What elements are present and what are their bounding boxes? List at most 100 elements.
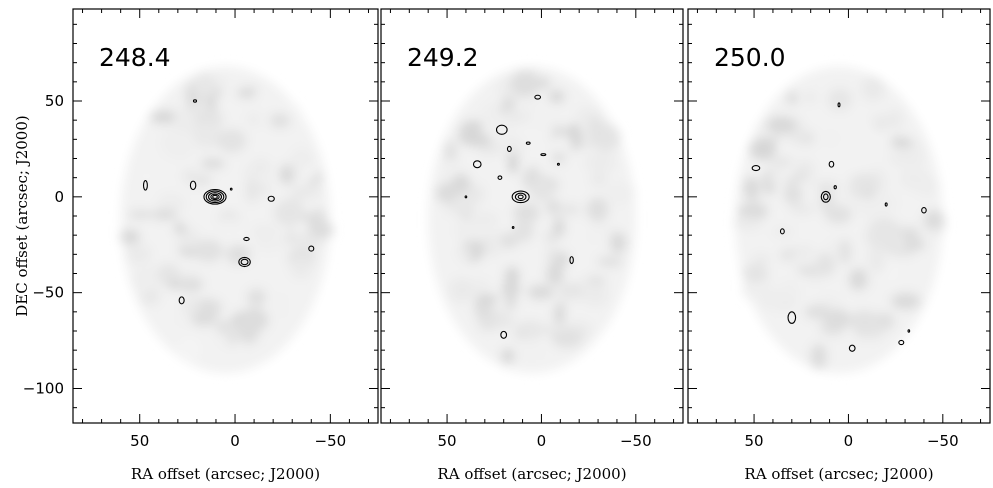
noise-blob — [173, 222, 187, 234]
contour-level — [210, 193, 220, 201]
noise-blob — [255, 179, 271, 199]
noise-blob — [536, 324, 558, 335]
contour-level — [517, 194, 524, 200]
noise-blob — [890, 137, 913, 149]
contour-level — [205, 190, 225, 204]
noise-blob — [810, 343, 828, 370]
x-tick-label: 50 — [438, 432, 457, 450]
noise-blob — [500, 109, 531, 123]
contour-level — [534, 94, 542, 100]
panel-label: 250.0 — [714, 43, 786, 72]
panel-label: 249.2 — [407, 43, 479, 72]
noise-blob — [743, 176, 760, 201]
noise-blob — [872, 114, 891, 133]
noise-blob — [290, 185, 319, 199]
noise-blob — [448, 277, 475, 303]
contour-level — [822, 193, 829, 201]
noise-blob — [768, 162, 783, 189]
contour-level — [540, 153, 547, 157]
x-tick-labels: 50 0 −50 — [130, 432, 346, 450]
noise-blob — [512, 202, 541, 223]
noise-blob — [128, 209, 156, 220]
contour-level — [779, 228, 785, 235]
noise-blob — [552, 217, 566, 238]
contour-level — [898, 339, 905, 346]
noise-blob — [290, 257, 312, 278]
noise-blob — [273, 199, 305, 227]
noise-blob — [252, 238, 285, 252]
tick-marks — [381, 9, 683, 423]
contour-group — [142, 99, 315, 305]
noise-blob — [900, 167, 929, 190]
noise-blob — [475, 294, 499, 305]
noise-blob — [791, 250, 819, 269]
noise-blob — [132, 266, 159, 293]
y-tick-label: 50 — [45, 92, 64, 110]
contour-level — [240, 258, 249, 266]
noise-blob — [308, 221, 334, 239]
contour-level — [828, 160, 835, 168]
contour-level — [497, 175, 503, 180]
noise-blob — [771, 226, 794, 237]
grayscale-map — [732, 66, 946, 374]
noise-blob — [860, 76, 885, 101]
noise-blob — [556, 203, 582, 216]
noise-blob — [783, 184, 803, 205]
noise-blob — [872, 312, 896, 331]
contour-level — [833, 185, 837, 190]
contour-level — [751, 165, 761, 172]
noise-blob — [167, 278, 181, 291]
contour-level — [192, 99, 198, 103]
contour-level — [212, 194, 218, 199]
contour-level — [556, 162, 560, 166]
noise-blob — [551, 150, 567, 165]
noise-blob — [513, 328, 526, 341]
noise-blob — [732, 216, 762, 230]
noise-blob — [192, 73, 217, 98]
noise-blob — [838, 238, 852, 265]
noise-blob — [590, 172, 607, 187]
noise-blob — [558, 283, 577, 297]
noise-blob — [584, 151, 616, 174]
noise-blob — [500, 348, 515, 364]
contour-level — [203, 188, 227, 205]
noise-blob — [504, 295, 517, 310]
contour-level — [207, 192, 223, 202]
contour-group — [751, 102, 927, 352]
contour-level — [514, 192, 527, 202]
x-tick-label: −50 — [927, 432, 959, 450]
noise-blob — [585, 274, 607, 287]
contour-group — [464, 94, 574, 339]
noise-blob — [182, 169, 200, 184]
noise-blob — [253, 85, 280, 113]
panel-248-4: 248.4 50 0 −50 RA offset (arcsec; J2000) 5… — [13, 8, 379, 483]
y-tick-label: −50 — [32, 284, 64, 302]
noise-blob — [190, 311, 218, 327]
noise-blob — [824, 133, 837, 144]
noise-blob — [246, 288, 267, 307]
contour-level — [820, 190, 831, 203]
tick-marks — [73, 9, 378, 423]
noise-blob — [804, 91, 817, 104]
noise-blob — [517, 342, 543, 362]
noise-blob — [176, 336, 202, 363]
noise-blob — [251, 224, 279, 240]
x-tick-label: 50 — [745, 432, 764, 450]
noise-blob — [176, 311, 191, 327]
noise-blob — [278, 164, 296, 185]
contour-level — [229, 187, 233, 191]
x-tick-labels: 50 0 −50 — [745, 432, 959, 450]
grayscale-map — [119, 66, 334, 374]
contour-level — [511, 190, 530, 204]
noise-blob — [489, 140, 503, 156]
noise-blob — [216, 128, 247, 153]
noise-blob — [225, 321, 240, 346]
noise-blob — [504, 266, 520, 286]
contour-level — [511, 225, 515, 230]
noise-blob — [444, 140, 458, 164]
noise-blob — [191, 124, 223, 149]
y-axis-title: DEC offset (arcsec; J2000) — [13, 115, 31, 316]
panel-249-2: 249.2 50 0 −50 RA offset (arcsec; J2000) — [380, 8, 684, 483]
x-tick-label: 0 — [844, 432, 854, 450]
noise-blob — [862, 185, 875, 200]
